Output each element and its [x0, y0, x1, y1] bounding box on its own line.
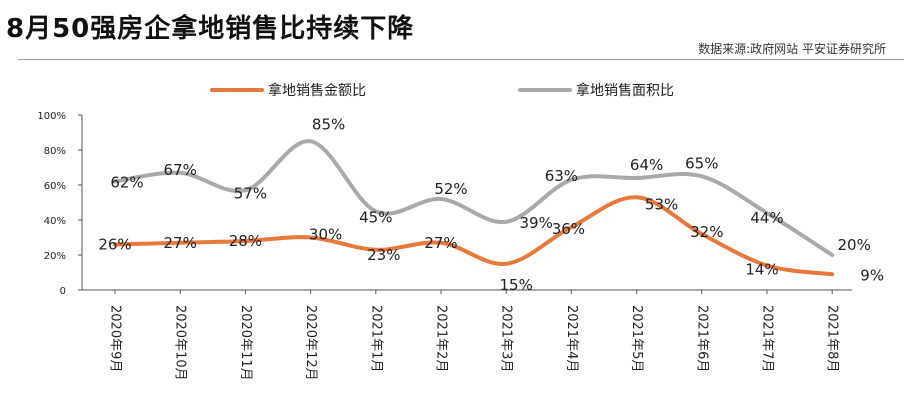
data-label-amount-ratio: 9%: [860, 266, 884, 284]
series-line-amount-ratio: [113, 195, 835, 277]
chart-title: 8月50强房企拿地销售比持续下降: [6, 14, 415, 44]
x-tick-label: 2021年5月: [629, 305, 644, 372]
data-label-amount-ratio: 53%: [645, 195, 678, 213]
data-label-amount-ratio: 32%: [690, 223, 723, 241]
data-label-area-ratio: 52%: [434, 180, 467, 198]
y-tick-label: 100%: [37, 111, 66, 122]
data-label-amount-ratio: 27%: [424, 234, 457, 252]
data-label-area-ratio: 45%: [359, 208, 392, 226]
x-tick-label: 2021年4月: [564, 305, 579, 372]
y-tick-label: 80%: [44, 146, 66, 157]
x-tick-label: 2020年12月: [303, 305, 318, 381]
data-label-amount-ratio: 30%: [309, 226, 342, 244]
data-label-amount-ratio: 26%: [98, 236, 131, 254]
data-label-area-ratio: 63%: [545, 167, 578, 185]
data-label-area-ratio: 62%: [110, 174, 143, 192]
x-tick-label: 2020年9月: [108, 305, 123, 372]
y-tick-label: 0: [60, 286, 66, 297]
data-label-area-ratio: 67%: [164, 161, 197, 179]
title-divider: [18, 59, 904, 60]
data-label-amount-ratio: 36%: [552, 220, 585, 238]
data-label-area-ratio: 65%: [685, 154, 718, 172]
data-label-area-ratio: 85%: [312, 115, 345, 133]
y-tick-label: 20%: [44, 251, 66, 262]
series-line-area-ratio: [113, 139, 835, 257]
data-label-amount-ratio: 15%: [500, 276, 533, 294]
y-tick-label: 40%: [44, 216, 66, 227]
y-tick-label: 60%: [44, 181, 66, 192]
x-tick-label: 2021年7月: [760, 305, 775, 372]
data-label-area-ratio: 57%: [234, 184, 267, 202]
data-label-amount-ratio: 23%: [367, 246, 400, 264]
data-label-amount-ratio: 28%: [229, 232, 262, 250]
legend-label-amount-ratio: 拿地销售金额比: [268, 82, 366, 99]
legend-label-area-ratio: 拿地销售面积比: [576, 82, 674, 99]
data-label-area-ratio: 44%: [750, 209, 783, 227]
x-tick-label: 2021年1月: [368, 305, 383, 372]
x-tick-label: 2021年3月: [499, 305, 514, 372]
data-label-area-ratio: 20%: [838, 236, 871, 254]
x-tick-label: 2020年11月: [238, 305, 253, 381]
x-tick-label: 2021年8月: [825, 305, 840, 372]
x-tick-label: 2021年6月: [694, 305, 709, 372]
x-tick-label: 2020年10月: [173, 305, 188, 381]
data-source-note: 数据来源:政府网站 平安证券研究所: [698, 42, 886, 56]
data-label-area-ratio: 64%: [630, 156, 663, 174]
data-label-amount-ratio: 14%: [745, 261, 778, 279]
x-tick-label: 2021年2月: [434, 305, 449, 372]
data-label-amount-ratio: 27%: [164, 234, 197, 252]
data-label-area-ratio: 39%: [520, 214, 553, 232]
